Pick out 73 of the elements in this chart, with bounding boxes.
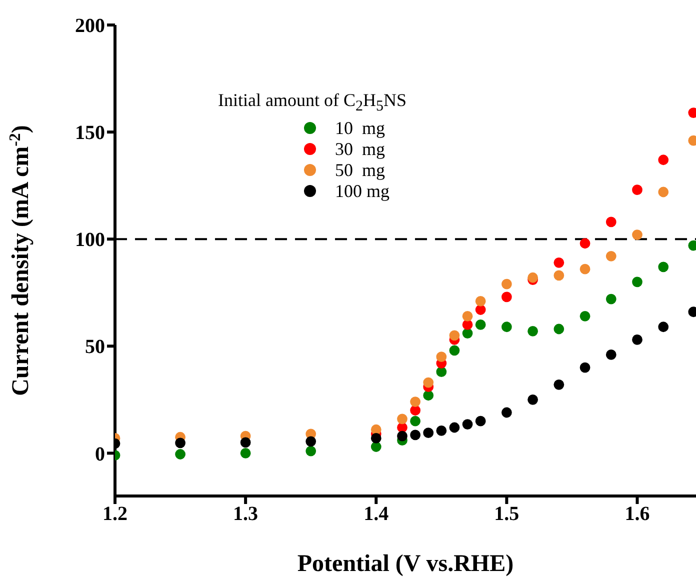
point xyxy=(436,426,447,436)
x-tick-label: 1.2 xyxy=(102,503,128,526)
point xyxy=(423,377,434,388)
point xyxy=(554,379,564,390)
point xyxy=(632,230,642,240)
point xyxy=(554,270,564,281)
point xyxy=(528,326,538,336)
point xyxy=(606,350,616,360)
y-tick-label: 150 xyxy=(75,122,105,144)
point xyxy=(240,437,251,448)
point xyxy=(580,264,590,274)
x-axis-title: Potential (V vs.RHE) xyxy=(297,551,514,577)
point xyxy=(475,416,486,426)
y-tick-label: 50 xyxy=(85,336,105,358)
point xyxy=(658,186,669,198)
point xyxy=(606,216,616,228)
point xyxy=(554,257,564,268)
legend-label: 30 mg xyxy=(335,138,386,160)
point xyxy=(462,320,473,330)
y-tick-label: 200 xyxy=(75,15,105,38)
point xyxy=(501,407,512,418)
point xyxy=(475,296,486,306)
point xyxy=(449,330,460,341)
legend-title: Initial amount of C$_{2}$H$_{5}$NS xyxy=(218,90,406,116)
point xyxy=(423,428,434,438)
y-tick-label: 0 xyxy=(95,443,105,466)
x-tick-label: 1.4 xyxy=(364,503,389,526)
point xyxy=(410,396,420,407)
point xyxy=(423,390,434,401)
point xyxy=(632,334,642,345)
x-tick-label: 1.5 xyxy=(494,503,520,526)
legend-label: 100 mg xyxy=(335,180,390,202)
point xyxy=(580,362,590,373)
point xyxy=(370,442,382,452)
point xyxy=(175,449,186,460)
point xyxy=(410,430,420,440)
point xyxy=(580,238,590,249)
point xyxy=(475,304,486,315)
legend-label: 10 mg xyxy=(335,118,386,139)
point xyxy=(306,446,316,456)
legend-label: 50 mg xyxy=(335,160,386,181)
point xyxy=(397,414,408,424)
point xyxy=(175,438,186,448)
point xyxy=(554,324,564,334)
point xyxy=(580,310,590,322)
point xyxy=(449,422,460,433)
point xyxy=(501,292,512,302)
point xyxy=(658,262,669,272)
point xyxy=(436,366,447,378)
x-tick-label: 1.6 xyxy=(624,503,650,526)
point xyxy=(410,416,420,426)
point xyxy=(528,272,538,283)
point xyxy=(397,430,408,442)
point xyxy=(306,436,316,447)
x-tick-label: 1.3 xyxy=(233,503,258,526)
point xyxy=(632,276,642,288)
point xyxy=(606,294,616,304)
point xyxy=(462,328,473,338)
point xyxy=(501,322,512,332)
point xyxy=(475,320,486,330)
point xyxy=(528,394,538,405)
point xyxy=(606,251,616,262)
point xyxy=(632,184,642,196)
point xyxy=(658,154,669,166)
point xyxy=(449,345,460,356)
point xyxy=(462,419,473,430)
y-tick-label: 100 xyxy=(75,229,105,252)
point xyxy=(410,405,420,416)
point xyxy=(462,310,473,322)
point xyxy=(436,352,447,362)
point xyxy=(501,278,512,290)
point xyxy=(658,322,669,332)
point xyxy=(240,448,251,458)
